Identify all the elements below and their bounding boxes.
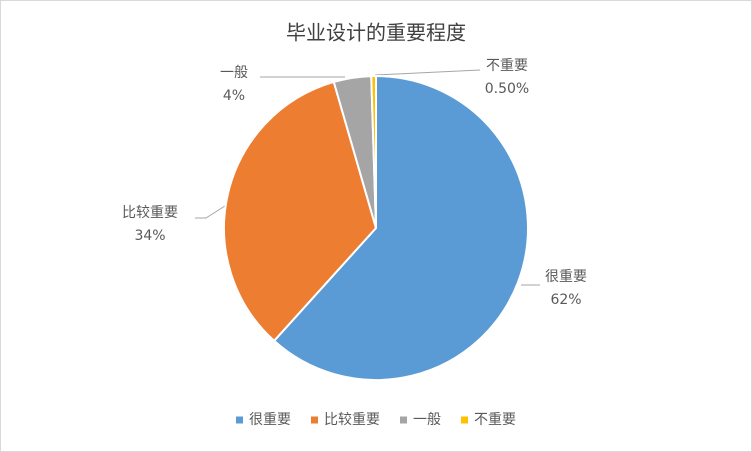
pie-slice	[223, 80, 378, 343]
legend-label: 一般	[413, 412, 441, 428]
legend-label: 很重要	[249, 412, 291, 428]
pie-slice	[370, 74, 377, 229]
legend-marker	[311, 416, 318, 424]
data-label-category: 比较重要	[122, 205, 178, 221]
legend-label: 不重要	[474, 412, 516, 428]
legend-label: 比较重要	[324, 412, 380, 428]
data-label-category: 一般	[220, 65, 248, 81]
data-label-value: 34%	[134, 228, 165, 244]
leader-lines	[195, 69, 540, 286]
data-label-value: 4%	[223, 88, 245, 104]
data-label-value: 62%	[550, 292, 581, 308]
legend-marker	[400, 416, 407, 424]
pie-slice	[272, 74, 529, 381]
data-label-value: 0.50%	[485, 81, 529, 97]
data-label-category: 不重要	[486, 58, 528, 74]
legend-marker	[461, 416, 468, 424]
legend-marker	[236, 416, 243, 424]
chart-title: 毕业设计的重要程度	[286, 21, 466, 45]
data-label-category: 很重要	[545, 269, 587, 285]
leader-line	[374, 69, 481, 76]
leader-line	[195, 203, 229, 219]
